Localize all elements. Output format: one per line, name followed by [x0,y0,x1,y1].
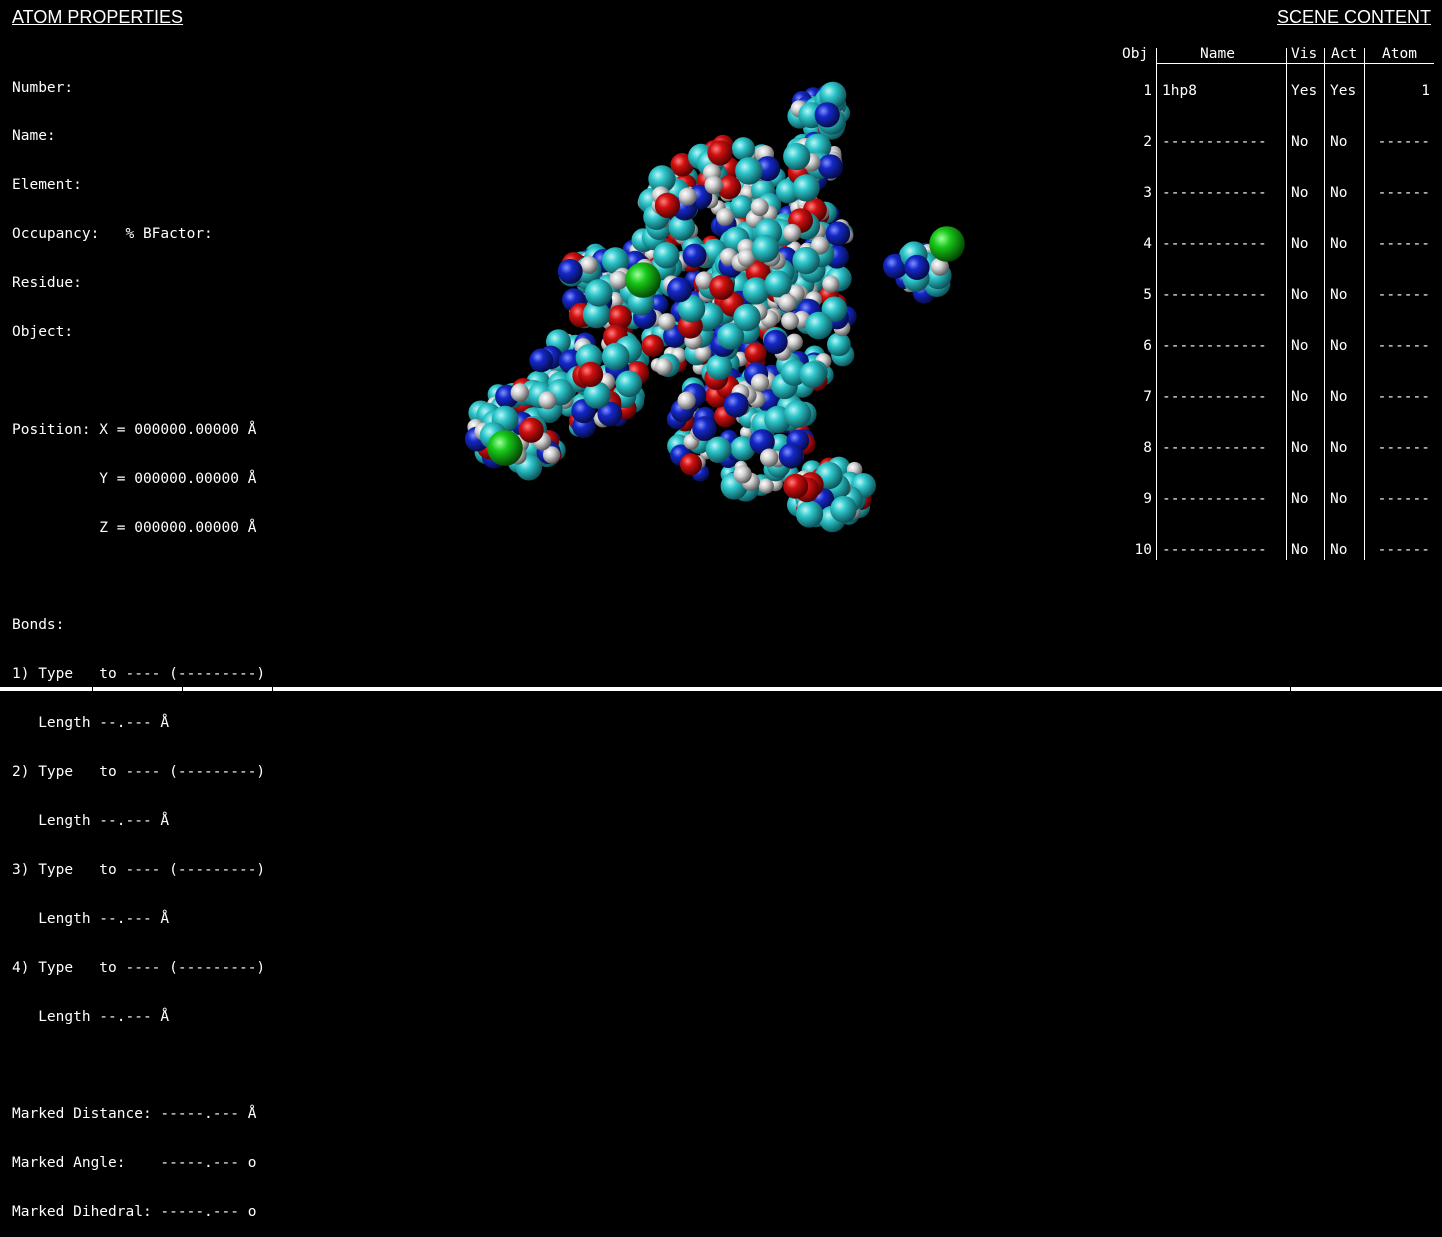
col-header-name: Name [1200,46,1235,62]
row-atom: ------ [1377,287,1430,303]
row-vis[interactable]: No [1291,389,1309,405]
row-act[interactable]: No [1330,134,1348,150]
row-name: ------------ [1162,287,1267,303]
row-obj: 1 [1143,83,1152,99]
element-label: Element: [12,177,82,194]
row-act[interactable]: No [1330,389,1348,405]
row-act[interactable]: No [1330,236,1348,252]
row-act[interactable]: No [1330,338,1348,354]
row-vis[interactable]: No [1291,287,1309,303]
atom-properties-title: ATOM PROPERTIES [12,7,184,27]
row-name: ------------ [1162,338,1267,354]
row-name: ------------ [1162,440,1267,456]
row-obj: 10 [1134,542,1152,558]
row-name: ------------ [1162,185,1267,201]
row-obj: 9 [1143,491,1152,507]
row-atom: ------ [1377,236,1430,252]
marked-dihedral: Marked Dihedral: -----.--- o [12,1204,257,1221]
bottom-strip-ticks [0,687,1442,691]
scene-row[interactable]: 3 ------------ No No ------ [1118,185,1434,203]
row-vis[interactable]: No [1291,185,1309,201]
row-vis[interactable]: No [1291,236,1309,252]
row-vis[interactable]: No [1291,542,1309,558]
scene-row[interactable]: 6 ------------ No No ------ [1118,338,1434,356]
row-name: ------------ [1162,542,1267,558]
row-obj: 5 [1143,287,1152,303]
row-vis[interactable]: No [1291,491,1309,507]
bond-4-length: Length --.--- Å [12,1008,170,1025]
bond-3-length: Length --.--- Å [12,910,170,927]
header-rule [1156,63,1434,64]
col-header-vis: Vis [1291,46,1318,62]
row-atom: ------ [1377,389,1430,405]
row-vis[interactable]: No [1291,440,1309,456]
row-name: 1hp8 [1162,83,1197,99]
name-label: Name: [12,128,56,145]
bond-2-length: Length --.--- Å [12,812,170,829]
row-name: ------------ [1162,134,1267,150]
row-atom: ------ [1377,338,1430,354]
row-act[interactable]: No [1330,440,1348,456]
scene-row[interactable]: 2 ------------ No No ------ [1118,134,1434,152]
row-name: ------------ [1162,236,1267,252]
position-x: Position: X = 000000.00000 Å [12,421,257,438]
column-divider [1156,48,1157,560]
bond-4-type: 4) Type to ---- (---------) [12,959,266,976]
col-header-obj: Obj [1122,46,1149,62]
bond-1-length: Length --.--- Å [12,715,170,732]
bond-1-type: 1) Type to ---- (---------) [12,666,266,683]
column-divider [1364,48,1365,560]
scene-row[interactable]: 7 ------------ No No ------ [1118,389,1434,407]
scene-row[interactable]: 1 1hp8 Yes Yes 1 [1118,83,1434,101]
atom-properties-panel: Number: Name: Element: Occupancy: % BFac… [12,47,265,1237]
object-label: Object: [12,324,74,341]
row-obj: 8 [1143,440,1152,456]
row-obj: 3 [1143,185,1152,201]
position-y: Y = 000000.00000 Å [12,470,257,487]
row-atom: ------ [1377,491,1430,507]
number-label: Number: [12,79,74,96]
row-atom: ------ [1377,440,1430,456]
row-atom: ------ [1377,134,1430,150]
row-act[interactable]: No [1330,185,1348,201]
col-header-act: Act [1331,46,1358,62]
row-atom: 1 [1421,83,1430,99]
column-divider [1286,48,1287,560]
marked-distance: Marked Distance: -----.--- Å [12,1106,257,1123]
row-obj: 7 [1143,389,1152,405]
position-z: Z = 000000.00000 Å [12,519,257,536]
row-obj: 4 [1143,236,1152,252]
scene-content-title: SCENE CONTENT [1276,7,1431,27]
molecule-viewport[interactable] [440,70,1000,570]
bonds-label: Bonds: [12,617,65,634]
row-act[interactable]: No [1330,491,1348,507]
row-act[interactable]: Yes [1330,83,1357,99]
row-act[interactable]: No [1330,287,1348,303]
scene-row[interactable]: 9 ------------ No No ------ [1118,491,1434,509]
row-vis[interactable]: No [1291,134,1309,150]
molecule-model [464,81,965,533]
residue-label: Residue: [12,275,82,292]
occupancy-label: Occupancy: % BFactor: [12,226,213,243]
scene-row[interactable]: 5 ------------ No No ------ [1118,287,1434,305]
row-vis[interactable]: Yes [1291,83,1318,99]
row-atom: ------ [1377,185,1430,201]
row-atom: ------ [1377,542,1430,558]
bond-2-type: 2) Type to ---- (---------) [12,764,266,781]
column-divider [1324,48,1325,560]
row-obj: 6 [1143,338,1152,354]
scene-row[interactable]: 10 ------------ No No ------ [1118,542,1434,560]
marked-angle: Marked Angle: -----.--- o [12,1155,257,1172]
row-name: ------------ [1162,491,1267,507]
row-act[interactable]: No [1330,542,1348,558]
bottom-status-strip [0,687,1442,691]
row-obj: 2 [1143,134,1152,150]
row-name: ------------ [1162,389,1267,405]
scene-row[interactable]: 4 ------------ No No ------ [1118,236,1434,254]
row-vis[interactable]: No [1291,338,1309,354]
col-header-atom: Atom [1382,46,1417,62]
scene-content-table: Obj Name Vis Act Atom 1 1hp8 Yes Yes 1 2… [1118,44,1434,564]
scene-row[interactable]: 8 ------------ No No ------ [1118,440,1434,458]
bond-3-type: 3) Type to ---- (---------) [12,861,266,878]
